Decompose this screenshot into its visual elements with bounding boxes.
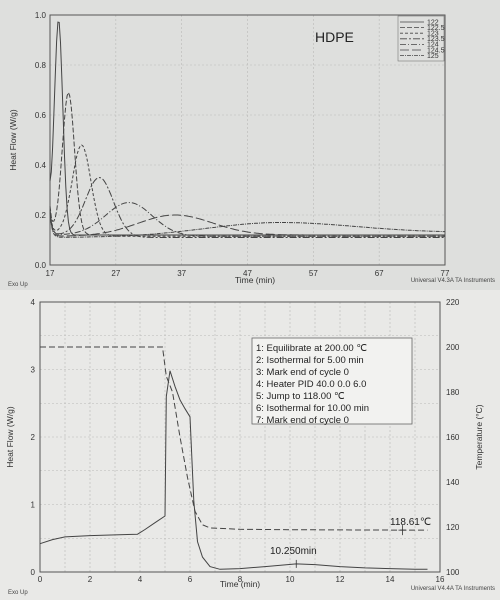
hdpe-legend-label: 122 [427,19,439,26]
hdpe-x-tick-label: 27 [111,269,120,278]
isothermal-y-tick-label: 1 [31,501,36,510]
hdpe-y-tick-label: 0.2 [35,211,47,220]
hdpe-y-tick-label: 0.8 [35,61,47,70]
method-step-3: 3: Mark end of cycle 0 [256,367,349,378]
isothermal-footer-instrument: Universal V4.4A TA Instruments [411,586,495,592]
hdpe-x-axis-title: Time (min) [235,275,275,285]
hdpe-legend-label: 125 [427,53,439,60]
method-step-2: 2: Isothermal for 5.00 min [256,355,364,366]
isothermal-x-tick-label: 16 [436,575,445,584]
heat-flow-line [39,370,428,570]
isothermal-x-tick-label: 10 [286,575,295,584]
hdpe-legend-label: 123.5 [427,36,445,43]
hdpe-y-tick-label: 1.0 [35,11,47,20]
hdpe-y-tick-label: 0.6 [35,111,47,120]
method-steps-box: 1: Equilibrate at 200.00 ℃ 2: Isothermal… [251,337,413,426]
hdpe-y-tick-label: 0.4 [35,161,47,170]
isothermal-y-tick-label: 2 [31,433,36,442]
isothermal-x-tick-label: 8 [238,575,243,584]
method-step-7: 7: Mark end of cycle 0 [256,415,349,426]
hdpe-footer-exo-up: Exo Up [8,282,28,288]
hdpe-y-tick-label: 0.0 [35,261,47,270]
isothermal-y2-tick-label: 120 [446,523,460,532]
isothermal-y2-tick-label: 160 [446,433,460,442]
isothermal-x-tick-label: 2 [88,575,93,584]
isothermal-y-tick-label: 3 [31,366,36,375]
hdpe-plot-frame [49,14,446,266]
isothermal-x-tick-label: 0 [38,575,43,584]
peak-time-annotation: 10.250min [270,546,317,557]
hdpe-series-line-124-5 [49,211,445,237]
hdpe-x-tick-label: 47 [243,269,252,278]
method-step-1: 1: Equilibrate at 200.00 ℃ [256,343,367,354]
isothermal-y2-axis-title: Temperature (°C) [474,404,484,469]
hdpe-x-tick-label: 67 [375,269,384,278]
isothermal-x-tick-label: 6 [188,575,193,584]
hdpe-series-line-125 [49,212,445,238]
hdpe-legend-label: 122.5 [427,25,445,32]
isothermal-footer-exo-up: Exo Up [8,590,28,596]
isothermal-y-tick-label: 4 [31,298,36,307]
hdpe-y-axis-title: Heat Flow (W/g) [8,109,18,171]
isothermal-x-tick-label: 14 [386,575,395,584]
hdpe-legend-label: 124.5 [427,47,445,54]
isothermal-x-tick-label: 4 [138,575,143,584]
isothermal-x-axis-title: Time (min) [220,579,260,589]
temperature-line [40,346,428,531]
hdpe-footer-instrument: Universal V4.3A TA Instruments [411,278,495,284]
hdpe-x-tick-label: 37 [177,269,186,278]
hdpe-legend-label: 124 [427,42,439,49]
isothermal-plot-frame [39,301,441,573]
isothermal-y-axis-title: Heat Flow (W/g) [5,406,15,468]
isothermal-y2-tick-label: 220 [446,298,460,307]
hdpe-chart: 17 27 37 47 57 67 77 0.0 0.2 0.4 0.6 0.8 1.0 HDPE 12… [8,11,495,288]
method-step-4: 4: Heater PID 40.0 0.0 6.0 [256,379,366,390]
hdpe-x-tick-label: 17 [46,269,55,278]
isothermal-chart-panel: 0 2 4 6 8 10 12 14 16 0 1 2 3 4 100 120 140 160 180 200 220 … [0,290,500,600]
hdpe-x-tick-label: 77 [441,269,450,278]
isothermal-y2-tick-label: 140 [446,478,460,487]
method-step-5: 5: Jump to 118.00 ℃ [256,391,345,402]
method-step-6: 6: Isothermal for 10.00 min [256,403,369,414]
isothermal-x-tick-label: 12 [336,575,345,584]
isothermal-y2-tick-label: 180 [446,388,460,397]
isothermal-y2-tick-label: 200 [446,343,460,352]
isothermal-chart: 0 2 4 6 8 10 12 14 1601234100120140160180200220 … [5,298,495,596]
hdpe-legend-label: 123 [427,31,439,38]
hdpe-chart-panel: 17 27 37 47 57 67 77 0.0 0.2 0.4 0.6 0.8 1.0 HDPE 12… [0,0,500,290]
temperature-annotation: 118.61℃ [390,517,431,528]
hdpe-x-tick-label: 57 [309,269,318,278]
isothermal-y-tick-label: 0 [31,568,36,577]
hdpe-series-line-124 [49,201,445,237]
isothermal-y2-tick-label: 100 [446,568,460,577]
hdpe-chart-title: HDPE [315,29,354,45]
